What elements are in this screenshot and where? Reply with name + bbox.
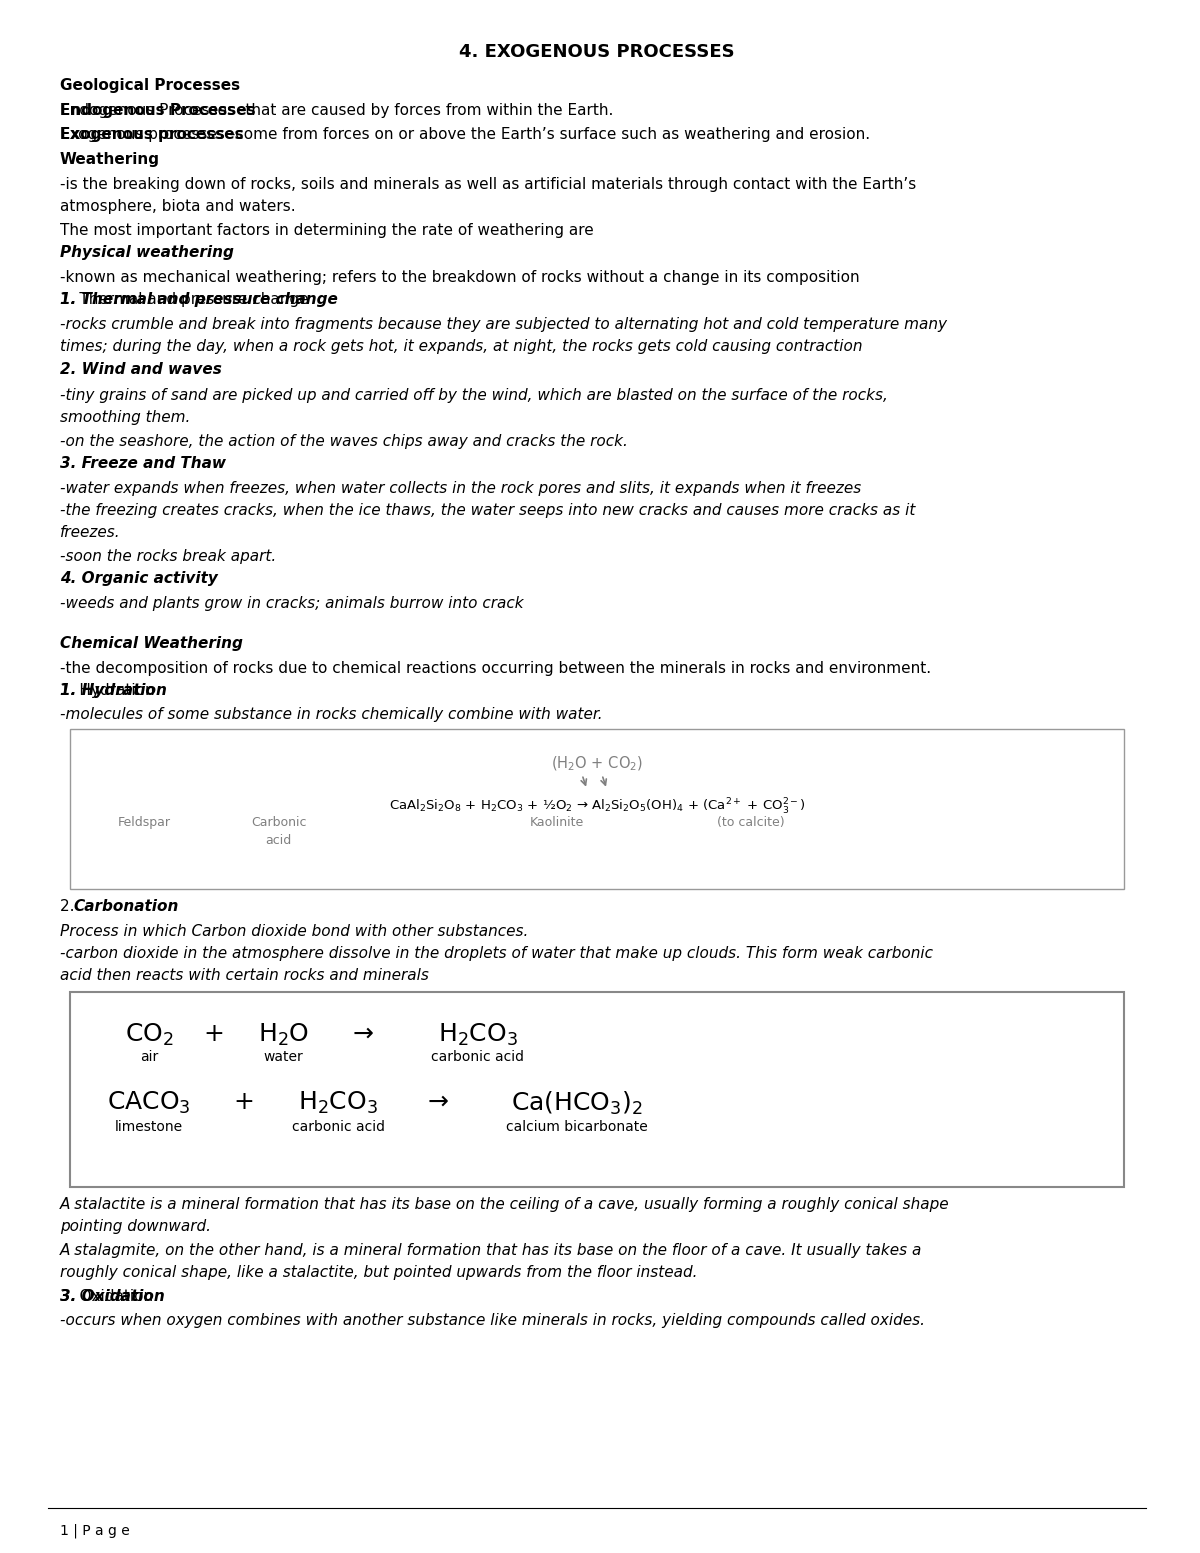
Text: A stalagmite, on the other hand, is a mineral formation that has its base on the: A stalagmite, on the other hand, is a mi… <box>60 1242 922 1258</box>
Text: Process in which Carbon dioxide bond with other substances.: Process in which Carbon dioxide bond wit… <box>60 924 528 938</box>
Text: H$_2$CO$_3$: H$_2$CO$_3$ <box>438 1022 517 1048</box>
Text: CO$_2$: CO$_2$ <box>125 1022 174 1048</box>
Text: -tiny grains of sand are picked up and carried off by the wind, which are blaste: -tiny grains of sand are picked up and c… <box>60 388 888 402</box>
Text: -the freezing creates cracks, when the ice thaws, the water seeps into new crack: -the freezing creates cracks, when the i… <box>60 503 916 519</box>
Text: Ca(HCO$_3$)$_2$: Ca(HCO$_3$)$_2$ <box>511 1090 643 1117</box>
Text: →: → <box>353 1022 373 1045</box>
Text: (to calcite): (to calcite) <box>718 817 785 829</box>
Text: atmosphere, biota and waters.: atmosphere, biota and waters. <box>60 199 295 214</box>
Text: -is the breaking down of rocks, soils and minerals as well as artificial materia: -is the breaking down of rocks, soils an… <box>60 177 916 193</box>
Text: carbonic acid: carbonic acid <box>431 1050 524 1064</box>
Text: Physical weathering: Physical weathering <box>60 245 234 259</box>
Text: 4. EXOGENOUS PROCESSES: 4. EXOGENOUS PROCESSES <box>460 43 734 61</box>
Text: limestone: limestone <box>115 1120 184 1134</box>
Text: roughly conical shape, like a stalactite, but pointed upwards from the floor ins: roughly conical shape, like a stalactite… <box>60 1264 697 1280</box>
FancyBboxPatch shape <box>70 992 1124 1186</box>
Text: -weeds and plants grow in cracks; animals burrow into crack: -weeds and plants grow in cracks; animal… <box>60 596 523 612</box>
Text: Carbonation: Carbonation <box>73 899 179 915</box>
Text: -occurs when oxygen combines with another substance like minerals in rocks, yiel: -occurs when oxygen combines with anothe… <box>60 1312 925 1328</box>
Text: 1. Hydration: 1. Hydration <box>60 683 155 699</box>
Text: 3. Oxidation: 3. Oxidation <box>60 1289 164 1303</box>
Text: -water expands when freezes, when water collects in the rock pores and slits, it: -water expands when freezes, when water … <box>60 481 860 495</box>
Text: Feldspar: Feldspar <box>118 817 170 829</box>
Text: The most important factors in determining the rate of weathering are: The most important factors in determinin… <box>60 224 594 238</box>
Text: Chemical Weathering: Chemical Weathering <box>60 637 242 651</box>
Text: -molecules of some substance in rocks chemically combine with water.: -molecules of some substance in rocks ch… <box>60 708 602 722</box>
Text: H$_2$CO$_3$: H$_2$CO$_3$ <box>299 1090 378 1117</box>
Text: -carbon dioxide in the atmosphere dissolve in the droplets of water that make up: -carbon dioxide in the atmosphere dissol… <box>60 946 932 961</box>
Text: calcium bicarbonate: calcium bicarbonate <box>506 1120 648 1134</box>
Text: CaAl$_2$Si$_2$O$_8$ + H$_2$CO$_3$ + ½O$_2$ → Al$_2$Si$_2$O$_5$(OH)$_4$ + (Ca$^{2: CaAl$_2$Si$_2$O$_8$ + H$_2$CO$_3$ + ½O$_… <box>389 797 805 817</box>
Text: +: + <box>204 1022 224 1045</box>
Text: acid: acid <box>265 834 292 848</box>
Text: 3. Freeze and Thaw: 3. Freeze and Thaw <box>60 455 226 471</box>
Text: Geological Processes: Geological Processes <box>60 78 240 93</box>
Text: times; during the day, when a rock gets hot, it expands, at night, the rocks get: times; during the day, when a rock gets … <box>60 339 862 354</box>
Text: →: → <box>427 1090 449 1114</box>
Text: air: air <box>140 1050 158 1064</box>
FancyBboxPatch shape <box>70 730 1124 890</box>
Text: Exogenous processes: Exogenous processes <box>60 127 244 143</box>
Text: water: water <box>264 1050 304 1064</box>
Text: H$_2$O: H$_2$O <box>258 1022 310 1048</box>
Text: -the decomposition of rocks due to chemical reactions occurring between the mine: -the decomposition of rocks due to chemi… <box>60 662 931 676</box>
Text: 2.: 2. <box>60 899 79 915</box>
Text: 2. Wind and waves: 2. Wind and waves <box>60 362 222 377</box>
Text: CACO$_3$: CACO$_3$ <box>107 1090 191 1117</box>
Text: freezes.: freezes. <box>60 525 120 540</box>
Text: Kaolinite: Kaolinite <box>530 817 584 829</box>
Text: -known as mechanical weathering; refers to the breakdown of rocks without a chan: -known as mechanical weathering; refers … <box>60 270 859 286</box>
Text: smoothing them.: smoothing them. <box>60 410 190 426</box>
Text: Weathering: Weathering <box>60 152 160 166</box>
Text: (H$_2$O + CO$_2$): (H$_2$O + CO$_2$) <box>551 755 643 773</box>
Text: pointing downward.: pointing downward. <box>60 1219 211 1233</box>
Text: Endogenous Processes: Endogenous Processes <box>60 104 256 118</box>
Text: +: + <box>233 1090 254 1114</box>
Text: carbonic acid: carbonic acid <box>292 1120 385 1134</box>
Text: Exogenous processes -come from forces on or above the Earth’s surface such as we: Exogenous processes -come from forces on… <box>60 127 870 143</box>
Text: Endogenous Processes -that are caused by forces from within the Earth.: Endogenous Processes -that are caused by… <box>60 104 613 118</box>
Text: 1. Thermal and pressure change: 1. Thermal and pressure change <box>60 292 308 307</box>
Text: -rocks crumble and break into fragments because they are subjected to alternatin: -rocks crumble and break into fragments … <box>60 317 947 331</box>
Text: A stalactite is a mineral formation that has its base on the ceiling of a cave, : A stalactite is a mineral formation that… <box>60 1197 949 1211</box>
Text: 3. Oxidation: 3. Oxidation <box>60 1289 152 1303</box>
Text: acid then reacts with certain rocks and minerals: acid then reacts with certain rocks and … <box>60 968 428 983</box>
Text: -on the seashore, the action of the waves chips away and cracks the rock.: -on the seashore, the action of the wave… <box>60 433 628 449</box>
Text: 1 | P a g e: 1 | P a g e <box>60 1523 130 1537</box>
Text: 4. Organic activity: 4. Organic activity <box>60 572 217 585</box>
Text: 1. Hydration: 1. Hydration <box>60 683 167 699</box>
Text: Carbonic: Carbonic <box>251 817 306 829</box>
Text: -soon the rocks break apart.: -soon the rocks break apart. <box>60 550 276 564</box>
Text: 1. Thermal and pressure change: 1. Thermal and pressure change <box>60 292 337 307</box>
